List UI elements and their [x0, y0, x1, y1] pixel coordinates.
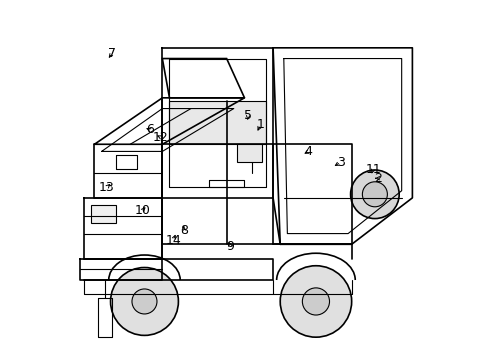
Polygon shape [237, 144, 262, 162]
Circle shape [350, 170, 398, 219]
Text: 11: 11 [365, 163, 380, 176]
Circle shape [280, 266, 351, 337]
Circle shape [110, 267, 178, 336]
Text: 4: 4 [304, 145, 312, 158]
Text: 6: 6 [145, 123, 153, 136]
Text: 9: 9 [226, 240, 234, 253]
Polygon shape [91, 205, 116, 223]
Circle shape [132, 289, 157, 314]
Polygon shape [169, 102, 265, 144]
Text: 7: 7 [108, 47, 116, 60]
Text: 3: 3 [336, 156, 344, 168]
Text: 2: 2 [374, 172, 382, 185]
Text: 8: 8 [180, 224, 187, 237]
Circle shape [362, 182, 386, 207]
Text: 13: 13 [99, 181, 115, 194]
Text: 5: 5 [244, 109, 251, 122]
Text: 10: 10 [135, 204, 150, 217]
Circle shape [302, 288, 329, 315]
Text: 14: 14 [165, 234, 181, 247]
Text: 1: 1 [256, 118, 264, 131]
Text: 12: 12 [152, 131, 168, 144]
